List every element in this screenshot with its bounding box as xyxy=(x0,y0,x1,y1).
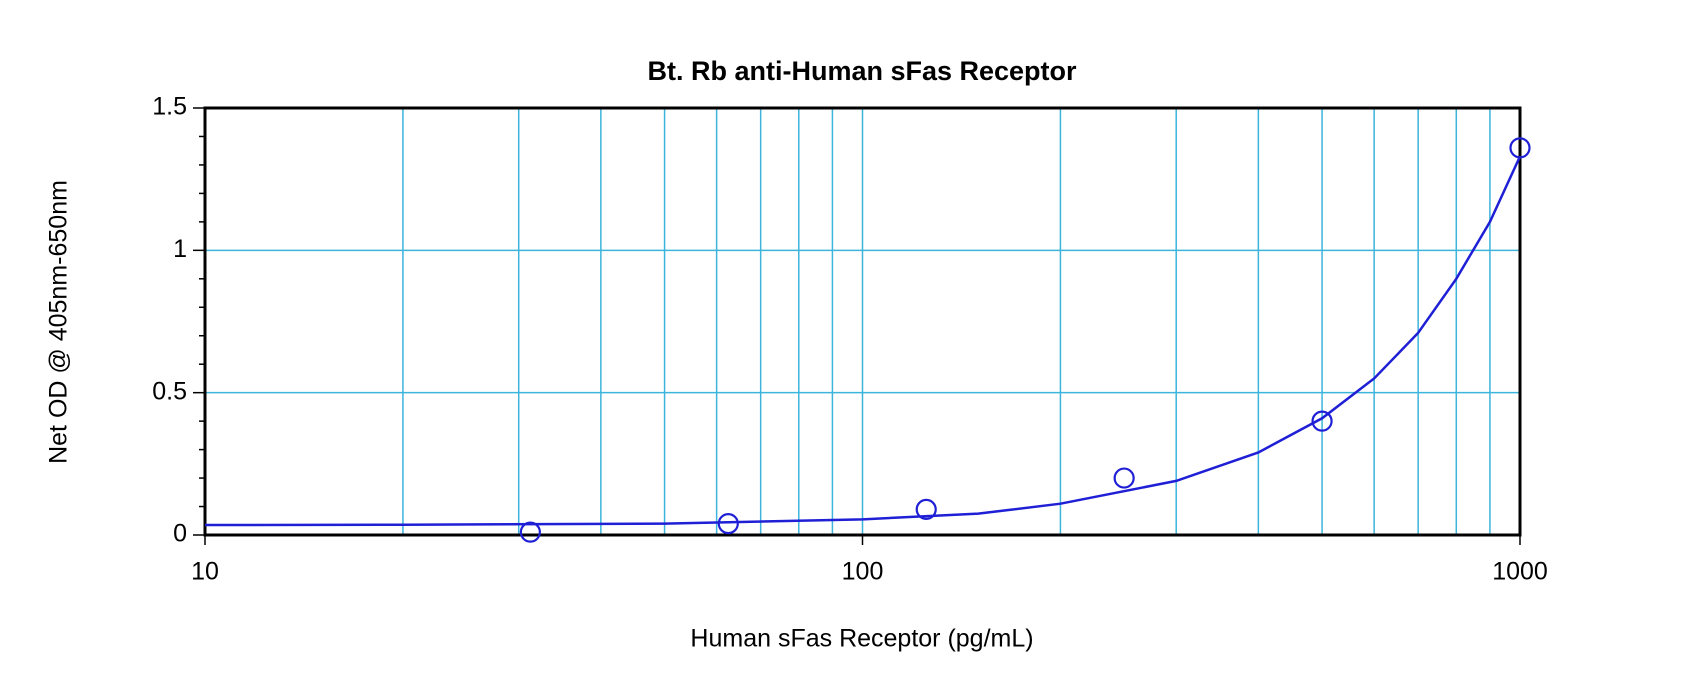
data-point xyxy=(717,513,739,535)
data-point xyxy=(1113,467,1135,489)
y-tick-label: 1 xyxy=(173,235,187,263)
data-point xyxy=(1509,137,1531,159)
fit-curve xyxy=(204,155,1522,527)
data-point xyxy=(1311,410,1333,432)
chart-title: Bt. Rb anti-Human sFas Receptor xyxy=(647,56,1077,86)
data-point xyxy=(915,498,937,520)
y-tick-label: 0.5 xyxy=(152,377,187,405)
x-tick-label: 1000 xyxy=(1492,558,1548,586)
plot-frame xyxy=(203,106,1522,537)
y-tick-label: 0 xyxy=(173,520,187,548)
x-tick-label: 10 xyxy=(191,558,219,586)
data-point xyxy=(519,521,541,543)
y-axis-label: Net OD @ 405nm-650nm xyxy=(45,180,73,464)
y-tick-label: 1.5 xyxy=(152,93,187,121)
x-tick-label: 100 xyxy=(842,558,884,586)
x-axis-label: Human sFas Receptor (pg/mL) xyxy=(690,625,1033,653)
